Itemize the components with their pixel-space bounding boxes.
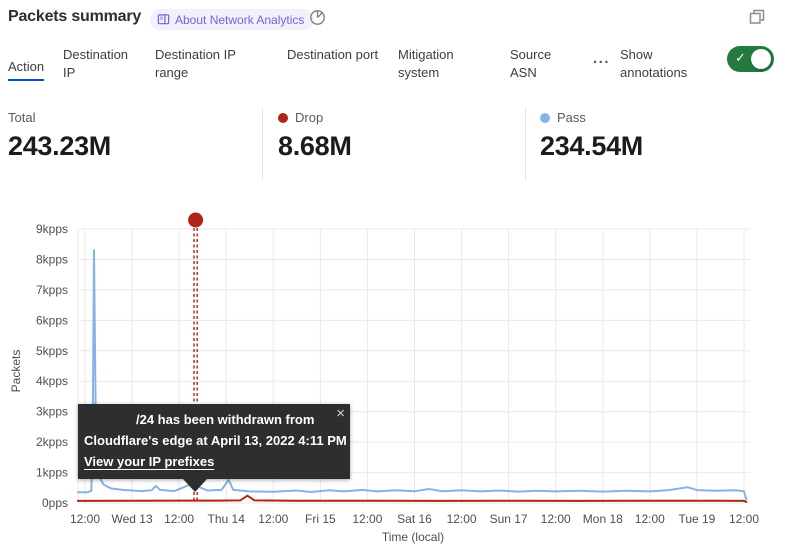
annotation-dot[interactable] — [188, 212, 204, 228]
sampling-pie-icon[interactable] — [309, 9, 326, 26]
tooltip-line-1: /24 has been withdrawn from — [136, 412, 315, 427]
x-tick-label: 12:00 — [352, 512, 382, 526]
page-title: Packets summary — [8, 8, 142, 25]
x-tick-label: 12:00 — [447, 512, 477, 526]
x-tick-label: Mon 18 — [583, 512, 623, 526]
stat-total-label: Total — [8, 110, 36, 125]
stat-divider — [525, 108, 526, 180]
book-icon — [157, 14, 170, 25]
stat-drop: Drop 8.68M — [278, 110, 352, 162]
y-tick-label: 9kpps — [36, 222, 68, 236]
stat-total-value: 243.23M — [8, 131, 111, 161]
tab-destination-ip[interactable]: Destination IP — [63, 47, 129, 80]
tab-destination-ip-range[interactable]: Destination IP range — [155, 47, 236, 80]
y-axis-title: Packets — [9, 349, 23, 393]
y-tick-label: 7kpps — [36, 283, 68, 297]
tab-destination-port[interactable]: Destination port — [287, 47, 379, 62]
y-tick-label: 3kpps — [36, 405, 68, 419]
y-tick-label: 4kpps — [36, 374, 68, 388]
x-tick-label: 12:00 — [729, 512, 759, 526]
x-tick-label: 12:00 — [164, 512, 194, 526]
annotation-tooltip: /24 has been withdrawn from Cloudflare's… — [78, 404, 350, 492]
tab-source-asn[interactable]: Source ASN — [510, 47, 552, 80]
tooltip-close-icon[interactable]: × — [336, 405, 345, 422]
show-annotations-label: Show annotations — [620, 47, 688, 80]
x-tick-label: Tue 19 — [678, 512, 715, 526]
y-tick-label: 0pps — [42, 496, 68, 510]
more-tabs-button[interactable]: ... — [593, 50, 611, 67]
about-network-analytics-badge[interactable]: About Network Analytics — [150, 9, 315, 30]
stat-pass: Pass 234.54M — [540, 110, 643, 162]
x-tick-label: Thu 14 — [208, 512, 246, 526]
stat-pass-value: 234.54M — [540, 131, 643, 161]
y-tick-label: 5kpps — [36, 344, 68, 358]
pass-series-line — [76, 249, 748, 501]
x-tick-label: Fri 15 — [305, 512, 336, 526]
tooltip-line-2: Cloudflare's edge at April 13, 2022 4:11… — [84, 433, 347, 448]
tab-action[interactable]: Action — [8, 58, 45, 81]
pass-legend-dot — [540, 112, 550, 123]
x-tick-label: 12:00 — [541, 512, 571, 526]
x-tick-label: 12:00 — [70, 512, 100, 526]
y-tick-label: 8kpps — [36, 253, 68, 267]
expand-window-icon[interactable] — [748, 8, 766, 26]
y-tick-label: 6kpps — [36, 313, 68, 327]
x-tick-label: Sat 16 — [397, 512, 432, 526]
toggle-knob — [751, 49, 771, 69]
tab-mitigation-system[interactable]: Mitigation system — [398, 47, 454, 80]
stat-divider — [262, 108, 263, 180]
about-badge-label: About Network Analytics — [175, 12, 305, 27]
view-ip-prefixes-link[interactable]: View your IP prefixes — [84, 454, 215, 469]
tooltip-arrow — [183, 479, 207, 492]
show-annotations-toggle[interactable]: ✓ — [727, 46, 774, 72]
drop-legend-dot — [278, 112, 288, 123]
toggle-check-icon: ✓ — [735, 50, 746, 65]
y-tick-label: 1kpps — [36, 466, 68, 480]
x-tick-label: Sun 17 — [490, 512, 528, 526]
x-tick-label: 12:00 — [258, 512, 288, 526]
stat-drop-label: Drop — [295, 110, 324, 125]
x-tick-label: 12:00 — [635, 512, 665, 526]
stat-drop-value: 8.68M — [278, 131, 352, 161]
drop-series-line — [76, 494, 748, 503]
x-tick-label: Wed 13 — [112, 512, 153, 526]
x-axis-title: Time (local) — [381, 530, 445, 544]
stat-pass-label: Pass — [557, 110, 586, 125]
stat-total: Total 243.23M — [8, 110, 111, 162]
y-tick-label: 2kpps — [36, 435, 68, 449]
